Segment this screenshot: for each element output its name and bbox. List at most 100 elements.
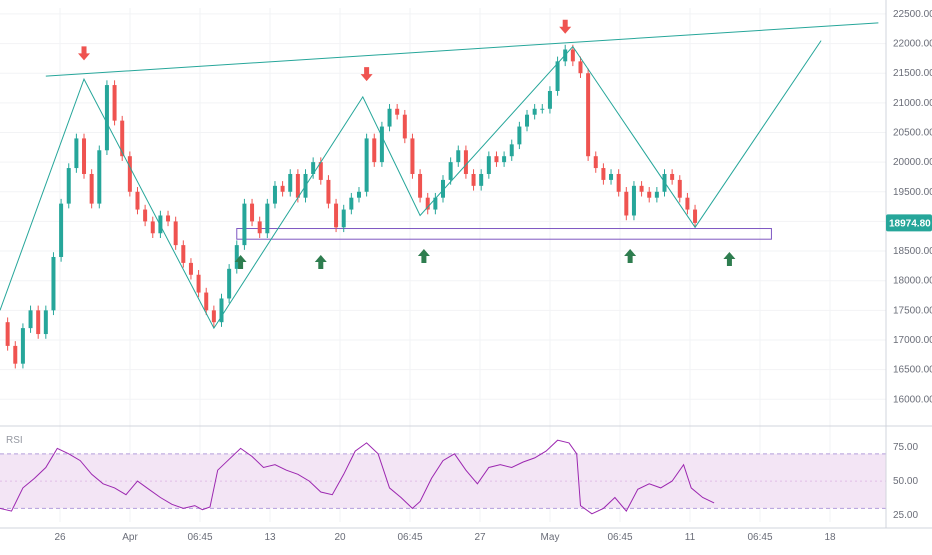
candle-body (517, 126, 522, 145)
candle-body (173, 221, 178, 246)
candle-body (13, 345, 18, 364)
price-tick-label: 16000.00 (893, 394, 932, 405)
candle-body (97, 150, 102, 204)
candle-body (609, 173, 614, 180)
last-price-badge: 18974.80 (886, 214, 932, 232)
candle-body (418, 173, 423, 198)
candle-body (250, 203, 255, 222)
rsi-tick-label: 75.00 (893, 442, 918, 453)
candle-body (219, 298, 224, 323)
candle-body (509, 144, 514, 157)
candle-body (120, 120, 125, 157)
price-tick-label: 16500.00 (893, 365, 932, 376)
candle-body (532, 108, 537, 115)
price-tick-label: 21000.00 (893, 98, 932, 109)
buy-arrow-icon (314, 254, 327, 269)
candle-body (570, 49, 575, 62)
candle-body (166, 215, 171, 222)
rsi-pane: RSI (0, 435, 886, 515)
time-tick-label: 18 (824, 532, 836, 543)
buy-arrow-icon (417, 249, 430, 264)
candle-body (479, 173, 484, 186)
buy-arrow-icon (723, 251, 736, 266)
candle-body (211, 310, 216, 323)
candle-body (647, 191, 652, 198)
candle-body (66, 168, 71, 204)
time-tick-label: 13 (264, 532, 276, 543)
candle-body (20, 328, 25, 364)
candle-body (311, 162, 316, 174)
candle-body (685, 197, 690, 210)
price-tick-label: 21500.00 (893, 68, 932, 79)
candle-body (402, 114, 407, 139)
axis-layer: 22500.00 22000.00 21500.00 21000.00 20500.00… (0, 0, 932, 543)
rsi-band (0, 453, 886, 509)
candle-body (280, 185, 285, 192)
candle-body (433, 197, 438, 210)
time-tick-label: May (541, 532, 560, 543)
time-tick-label: 06:45 (187, 532, 212, 543)
candle-body (36, 310, 41, 335)
candle-body (196, 274, 201, 293)
candle-body (586, 73, 591, 157)
rsi-tick-label: 50.00 (893, 476, 918, 487)
candle-body (372, 138, 377, 163)
price-tick-label: 20000.00 (893, 157, 932, 168)
candle-body (677, 179, 682, 198)
candle-body (51, 256, 56, 311)
price-tick-label: 22000.00 (893, 39, 932, 50)
candle-body (578, 61, 583, 74)
resistance-line (45, 22, 879, 77)
candle-body (525, 114, 530, 127)
time-tick-label: Apr (122, 532, 138, 543)
time-tick-label: 11 (685, 532, 696, 543)
sell-arrow-icon (78, 46, 91, 61)
price-tick-label: 18500.00 (893, 246, 932, 257)
time-tick-label: 06:45 (747, 532, 772, 543)
candle-body (181, 245, 186, 263)
candle-body (463, 150, 468, 174)
candle-body (471, 173, 476, 186)
candle-body (242, 203, 247, 246)
candle-body (349, 197, 354, 210)
candle-body (318, 162, 323, 180)
price-tick-label: 20500.00 (893, 127, 932, 138)
candle-body (448, 162, 453, 180)
candle-body (410, 138, 415, 174)
candle-body (494, 156, 499, 163)
candle-body (150, 221, 155, 234)
candle-body (425, 197, 430, 210)
candle-body (341, 209, 346, 228)
candle-body (670, 173, 675, 180)
rsi-line (0, 439, 715, 515)
candle-body (59, 203, 64, 257)
buy-arrow-icon (234, 254, 247, 269)
time-tick-label: 27 (474, 532, 486, 543)
candle-body (593, 156, 598, 169)
candle-body (127, 156, 132, 192)
price-series-layer (5, 44, 698, 369)
candle-body (601, 168, 606, 180)
candle-body (28, 310, 33, 329)
candle-body (112, 85, 117, 121)
candle-body (555, 61, 560, 91)
candle-body (486, 156, 491, 174)
last-price-label: 18974.80 (889, 218, 931, 229)
candle-body (158, 215, 163, 234)
candle-body (234, 245, 239, 269)
candle-body (288, 173, 293, 192)
last-price-badge-bg (886, 214, 932, 232)
sell-arrow-icon (559, 19, 572, 34)
zigzag-layer (0, 22, 879, 330)
candle-body (257, 221, 262, 234)
price-tick-label: 17500.00 (893, 305, 932, 316)
candle-body (631, 185, 636, 216)
candle-body (639, 185, 644, 192)
candle-body (540, 108, 545, 110)
candle-body (654, 191, 659, 198)
candle-body (74, 138, 79, 169)
candle-body (616, 173, 621, 192)
rsi-tick-label: 25.00 (893, 510, 918, 521)
candle-body (104, 85, 109, 151)
